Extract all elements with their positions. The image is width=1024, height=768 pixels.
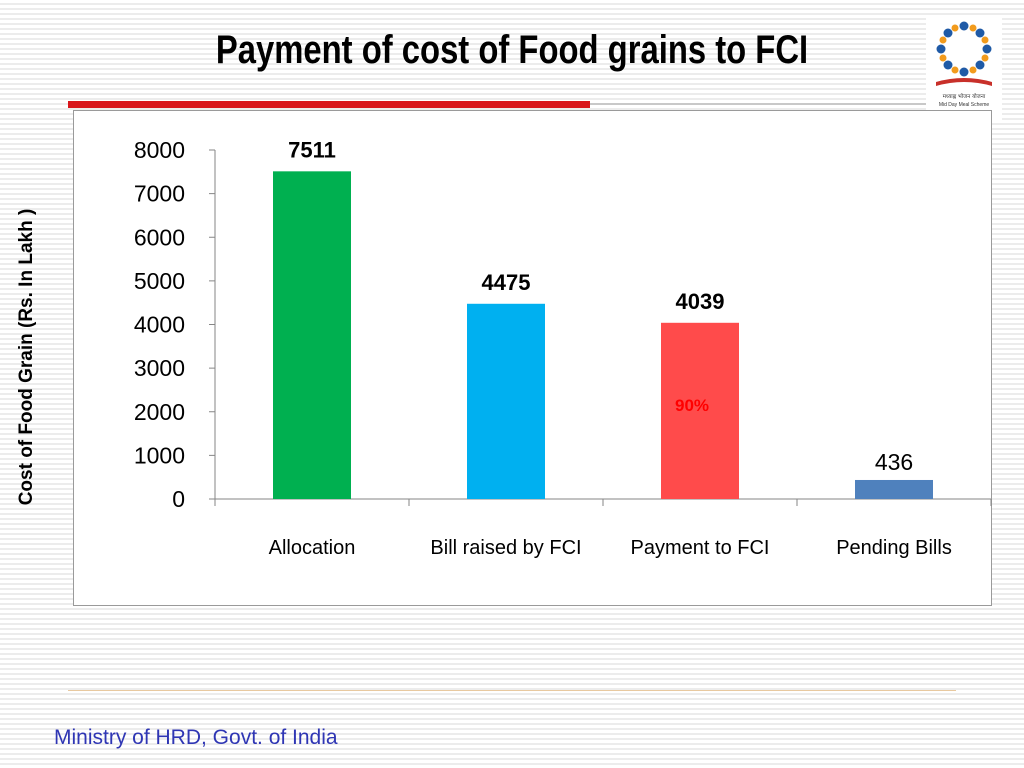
x-tick-label: Pending Bills [836, 537, 952, 559]
annotation-label: 90% [675, 396, 709, 415]
bar-pending-bills [855, 479, 933, 499]
data-label: 4039 [676, 289, 725, 314]
y-tick-label: 4000 [134, 312, 185, 338]
mid-day-meal-scheme-logo-icon: मध्याह्न भोजन योजना Mid Day Meal Scheme [936, 21, 992, 108]
footer-divider [68, 690, 956, 691]
title-underline-gray [590, 103, 956, 105]
y-tick-label: 5000 [134, 268, 185, 294]
mid-day-meal-logo: मध्याह्न भोजन योजना Mid Day Meal Scheme [926, 16, 1002, 120]
x-tick-label: Payment to FCI [631, 537, 770, 559]
y-tick-label: 6000 [134, 224, 185, 250]
y-tick-label: 3000 [134, 355, 185, 381]
bar-allocation [273, 171, 351, 499]
x-tick-label: Bill raised by FCI [430, 537, 581, 559]
title-underline-red [68, 101, 590, 108]
x-tick-label: Allocation [269, 537, 356, 559]
data-label: 436 [875, 449, 913, 475]
y-tick-label: 1000 [134, 442, 185, 468]
data-label: 7511 [288, 137, 336, 162]
footer-text: Ministry of HRD, Govt. of India [54, 726, 338, 749]
y-tick-label: 2000 [134, 399, 185, 425]
slide-title: Payment of cost of Food grains to FCI [215, 28, 809, 72]
logo-text-hindi: मध्याह्न भोजन योजना [943, 93, 986, 100]
y-tick-label: 8000 [134, 137, 185, 163]
data-label: 4475 [482, 270, 531, 295]
logo-text-english: Mid Day Meal Scheme [939, 102, 990, 108]
y-tick-label: 0 [172, 486, 185, 512]
y-tick-label: 7000 [134, 181, 185, 207]
bar-payment-to-fci [661, 322, 739, 499]
bar-bill-raised-by-fci [467, 303, 545, 499]
